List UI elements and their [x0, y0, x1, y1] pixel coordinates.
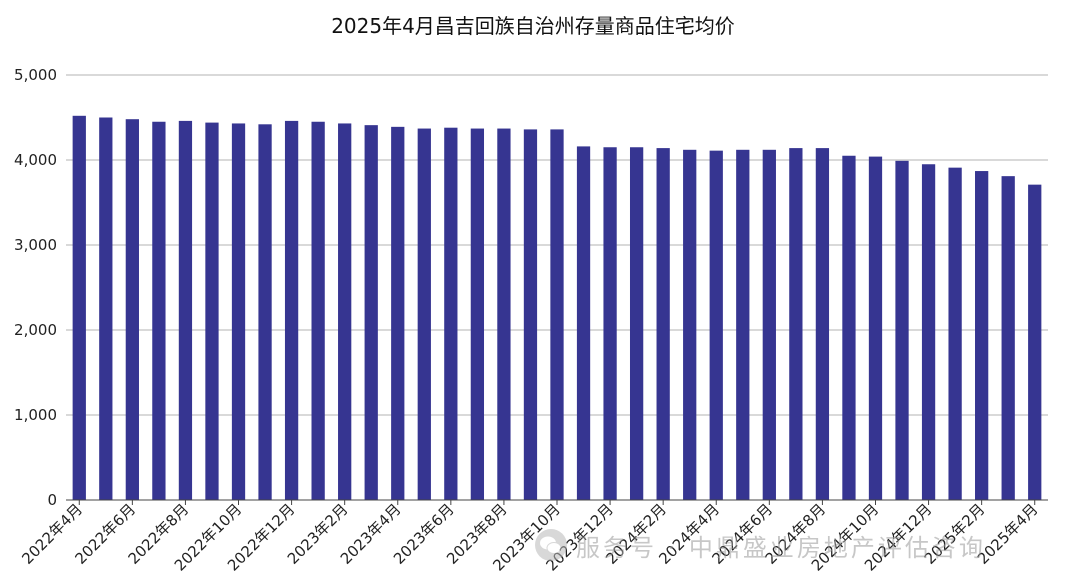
y-axis-ticks: 0 1,000 2,000 3,000 4,000 5,000	[14, 66, 57, 509]
bar	[125, 119, 139, 500]
bar	[683, 149, 697, 501]
bar	[895, 160, 909, 500]
chart-title: 2025年4月昌吉回族自治州存量商品住宅均价	[331, 14, 735, 38]
bar	[258, 124, 272, 501]
bar	[72, 115, 86, 501]
bar	[736, 149, 750, 501]
bar	[948, 167, 962, 500]
bar	[152, 121, 166, 500]
bar	[231, 123, 246, 500]
bar	[1028, 184, 1042, 500]
bar	[815, 148, 830, 500]
bar	[868, 156, 883, 500]
bar	[921, 164, 936, 500]
bar	[364, 125, 378, 501]
bar	[205, 122, 219, 500]
bar	[391, 126, 405, 500]
y-tick-label: 2,000	[14, 321, 57, 339]
bar	[975, 171, 989, 501]
bars	[72, 115, 1042, 501]
bar	[444, 127, 458, 500]
bar	[417, 128, 431, 501]
bar	[284, 120, 299, 501]
y-tick-label: 4,000	[14, 151, 57, 169]
bar	[603, 147, 617, 500]
bar	[338, 123, 352, 500]
watermark: 服务号 · 中鼎盛业房地产评估咨询	[534, 528, 986, 562]
y-tick-label: 1,000	[14, 406, 57, 424]
bar	[311, 121, 325, 500]
bar	[470, 128, 485, 501]
bar	[842, 155, 856, 500]
y-tick-label: 0	[47, 491, 57, 509]
bar	[1001, 176, 1015, 500]
bar	[99, 117, 113, 500]
bar	[629, 147, 644, 500]
bar	[789, 148, 803, 500]
y-tick-label: 5,000	[14, 66, 57, 84]
y-tick-label: 3,000	[14, 236, 57, 254]
bar	[762, 149, 776, 501]
bar	[656, 148, 670, 500]
wechat-icon	[535, 529, 567, 561]
bar	[550, 129, 564, 500]
bar	[497, 128, 511, 501]
watermark-text: 服务号 · 中鼎盛业房地产评估咨询	[576, 533, 986, 562]
bar	[178, 120, 193, 501]
bar	[576, 146, 591, 500]
bar	[523, 129, 538, 500]
bar	[709, 150, 723, 500]
